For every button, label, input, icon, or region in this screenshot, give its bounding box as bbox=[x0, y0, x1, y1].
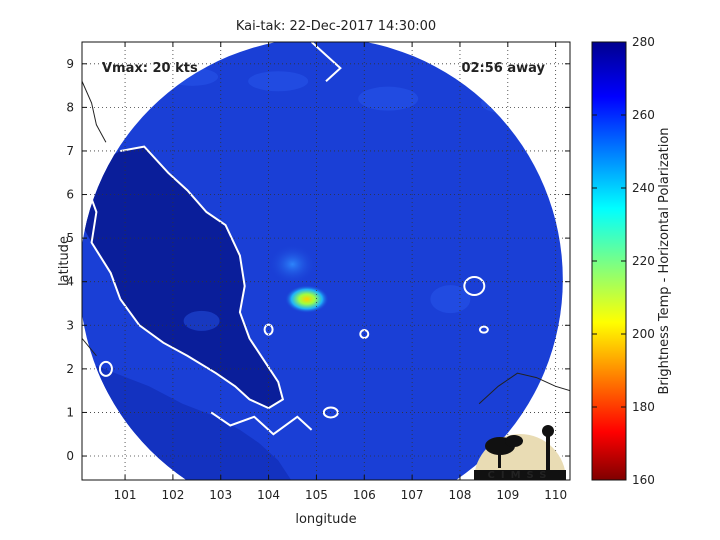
swath-disk bbox=[82, 42, 563, 480]
coastlines-outside bbox=[82, 80, 570, 405]
cloud-patch bbox=[183, 310, 220, 331]
cloud-patch bbox=[248, 71, 309, 92]
x-axis-label: longitude bbox=[295, 512, 356, 527]
y-tick-label: 7 bbox=[66, 144, 74, 158]
y-axis-label: latitude bbox=[57, 236, 72, 286]
cloud-patch bbox=[430, 285, 471, 314]
y-tick-label: 6 bbox=[66, 188, 74, 202]
island bbox=[478, 325, 489, 334]
time-away-annotation: 02:56 away bbox=[461, 61, 545, 76]
x-tick-label: 102 bbox=[161, 488, 184, 502]
convective-core bbox=[284, 285, 329, 314]
x-tick-label: 108 bbox=[449, 488, 472, 502]
x-tick-label: 110 bbox=[544, 488, 567, 502]
y-tick-label: 0 bbox=[66, 449, 74, 463]
colorbar-tick-label: 220 bbox=[632, 254, 655, 268]
cloud-band bbox=[268, 244, 317, 285]
coast-west-malaysia bbox=[85, 167, 270, 410]
colorbar-tick-label: 200 bbox=[632, 327, 655, 341]
colorbar: 160 180 200 220 240 260 280 Brightness Temp - … bbox=[591, 35, 672, 487]
x-tick-label: 107 bbox=[401, 488, 424, 502]
y-tick-label: 5 bbox=[66, 231, 74, 245]
coast-riau bbox=[210, 411, 313, 436]
coast-vietnam-tip bbox=[310, 42, 342, 82]
x-tick-label: 109 bbox=[496, 488, 519, 502]
x-tick-label: 104 bbox=[257, 488, 280, 502]
y-tick-label: 8 bbox=[66, 100, 74, 114]
x-axis: 101 102 103 104 105 106 107 108 109 110 bbox=[114, 42, 567, 502]
colorbar-tick-label: 240 bbox=[632, 181, 655, 195]
y-tick-label: 4 bbox=[66, 275, 74, 289]
island bbox=[98, 360, 113, 377]
coast-sumatra bbox=[82, 338, 97, 357]
colorbar-label: Brightness Temp - Horizontal Polarizatio… bbox=[657, 127, 672, 394]
island bbox=[322, 406, 339, 419]
chart-title: Kai-tak: 22-Dec-2017 14:30:00 bbox=[236, 19, 436, 34]
colorbar-tick-label: 280 bbox=[632, 35, 655, 49]
land-mass bbox=[82, 146, 283, 409]
x-tick-label: 105 bbox=[305, 488, 328, 502]
x-tick-label: 106 bbox=[353, 488, 376, 502]
y-tick-label: 2 bbox=[66, 362, 74, 376]
cloud-patch bbox=[358, 86, 419, 111]
colorbar-tick-label: 180 bbox=[632, 400, 655, 414]
y-tick-label: 9 bbox=[66, 57, 74, 71]
island bbox=[463, 276, 486, 297]
grid-lines bbox=[82, 42, 570, 480]
cimss-logo: CIMSS bbox=[474, 425, 566, 481]
coastlines bbox=[85, 42, 489, 436]
coast-borneo bbox=[478, 372, 570, 405]
plot-area bbox=[81, 41, 571, 481]
x-tick-label: 103 bbox=[209, 488, 232, 502]
coast-thailand bbox=[82, 80, 107, 143]
vmax-annotation: Vmax: 20 kts bbox=[102, 61, 198, 76]
colorbar-tick-label: 260 bbox=[632, 108, 655, 122]
coast-east-malaysia bbox=[120, 145, 285, 409]
x-tick-label: 101 bbox=[114, 488, 137, 502]
y-axis: 0 1 2 3 4 5 6 7 8 9 bbox=[66, 57, 570, 463]
y-tick-label: 3 bbox=[66, 318, 74, 332]
y-tick-label: 1 bbox=[66, 405, 74, 419]
colorbar-tick-label: 160 bbox=[632, 473, 655, 487]
logo-text: CIMSS bbox=[488, 470, 553, 481]
